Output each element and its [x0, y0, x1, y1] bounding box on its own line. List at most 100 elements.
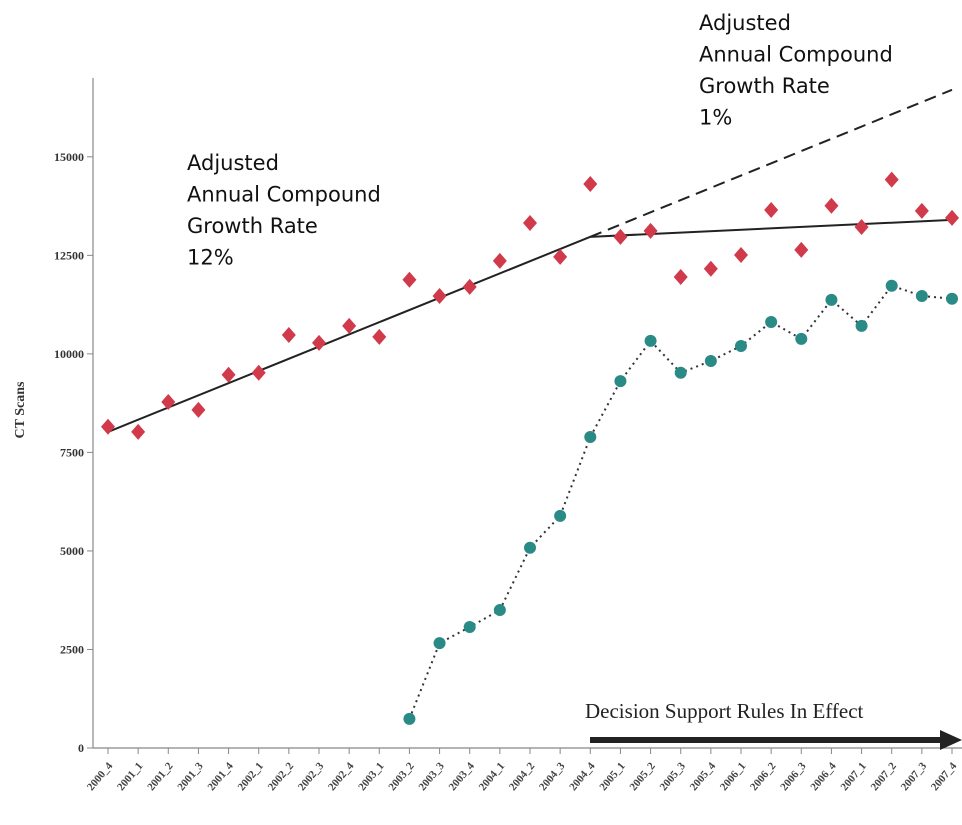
- y-axis-label: CT Scans: [13, 381, 28, 438]
- circle-point: [614, 375, 627, 388]
- diamond-point: [161, 393, 176, 410]
- annotation-line: Growth Rate: [699, 74, 830, 98]
- x-tick-label: 2004_2: [507, 760, 538, 793]
- diamond-point: [191, 401, 206, 418]
- x-tick-label: 2007_3: [899, 760, 930, 793]
- x-tick-label: 2004_1: [477, 760, 507, 793]
- x-tick-label: 2002_3: [296, 760, 327, 793]
- x-tick-label: 2005_4: [688, 760, 719, 793]
- x-tick-label: 2001_1: [115, 760, 145, 793]
- x-tick-label: 2003_4: [447, 760, 478, 793]
- diamond-point: [914, 202, 929, 219]
- x-tick-label: 2003_2: [386, 760, 417, 793]
- y-tick-label: 12500: [54, 248, 84, 262]
- x-tick-label: 2003_1: [356, 760, 386, 793]
- circle-point: [493, 604, 506, 617]
- x-tick-label: 2007_2: [869, 760, 900, 793]
- y-tick-label: 2500: [60, 642, 84, 656]
- diamond-point: [131, 423, 146, 440]
- diamond-point: [945, 209, 959, 226]
- annotation-line: Growth Rate: [187, 214, 318, 238]
- diamond-point: [372, 328, 387, 345]
- diamond-point: [824, 197, 839, 214]
- x-tick-label: 2006_3: [778, 760, 809, 793]
- diamond-point: [281, 326, 296, 343]
- diamond-point: [221, 366, 236, 383]
- circle-point: [795, 332, 808, 345]
- diamond-point: [402, 271, 417, 288]
- y-tick-label: 10000: [54, 347, 84, 361]
- circle-point: [915, 289, 928, 302]
- x-tick-label: 2003_3: [416, 760, 447, 793]
- annotation-line: Adjusted: [187, 151, 279, 175]
- circle-point: [735, 340, 747, 352]
- y-tick-label: 15000: [54, 150, 84, 164]
- circle-point: [403, 712, 416, 725]
- x-tick-label: 2002_4: [326, 760, 357, 793]
- diamond-point: [342, 317, 357, 334]
- circle-point: [644, 334, 657, 347]
- diamond-point: [734, 246, 748, 263]
- circle-point: [704, 354, 717, 367]
- x-tick-label: 2002_1: [236, 760, 266, 793]
- annotation-line: Annual Compound: [187, 183, 381, 207]
- y-tick-label: 0: [78, 741, 84, 755]
- diamond-point: [251, 364, 266, 381]
- diamond-point: [703, 260, 718, 277]
- circle-point: [946, 292, 958, 305]
- circle-point: [825, 293, 838, 306]
- x-tick-label: 2005_2: [627, 760, 658, 793]
- diamond-point: [553, 248, 568, 265]
- annotation-line: Annual Compound: [699, 43, 893, 67]
- circle-point: [584, 431, 597, 444]
- annotation-line: 1%: [699, 106, 732, 130]
- circle-point: [524, 541, 536, 554]
- x-tick-label: 2000_4: [85, 760, 116, 793]
- diamond-point: [492, 252, 507, 269]
- x-tick-label: 2007_4: [929, 760, 960, 793]
- circle-point: [765, 315, 778, 328]
- trend-line: [590, 218, 953, 238]
- diamond-point: [854, 218, 869, 235]
- circle-point: [674, 366, 687, 379]
- diamond-point: [583, 176, 598, 193]
- x-tick-label: 2005_3: [658, 760, 689, 793]
- diamond-point: [523, 215, 537, 232]
- x-tick-label: 2006_2: [748, 760, 779, 793]
- trend-line: [589, 88, 953, 238]
- trend-line: [107, 235, 591, 433]
- circle-point: [885, 279, 898, 292]
- x-tick-label: 2001_4: [205, 760, 236, 793]
- circle-point: [463, 621, 476, 634]
- diamond-point: [764, 202, 779, 219]
- diamond-point: [673, 269, 688, 286]
- diamond-point: [432, 287, 447, 304]
- x-tick-label: 2001_3: [175, 760, 206, 793]
- circle-point: [855, 319, 868, 332]
- y-tick-label: 7500: [60, 445, 84, 459]
- diamond-point: [312, 334, 326, 351]
- diamond-point: [884, 171, 899, 188]
- circle-point: [554, 509, 567, 522]
- circle-point: [433, 637, 446, 650]
- x-tick-label: 2004_4: [567, 760, 598, 793]
- diamond-point: [794, 241, 809, 258]
- annotation-line: 12%: [187, 246, 234, 270]
- arrow-head: [940, 730, 962, 750]
- x-tick-label: 2006_4: [808, 760, 839, 793]
- annotation-line: Adjusted: [699, 11, 791, 35]
- diamond-point: [643, 222, 658, 239]
- diamond-point: [101, 418, 115, 435]
- x-tick-label: 2007_1: [838, 760, 868, 793]
- x-tick-label: 2005_1: [597, 760, 627, 793]
- x-tick-label: 2006_1: [718, 760, 748, 793]
- y-tick-label: 5000: [60, 544, 84, 558]
- x-tick-label: 2001_2: [145, 760, 176, 793]
- diamond-point: [613, 228, 628, 245]
- x-tick-label: 2002_2: [266, 760, 297, 793]
- arrow-label: Decision Support Rules In Effect: [585, 699, 864, 723]
- series-line: [408, 284, 953, 720]
- x-tick-label: 2004_3: [537, 760, 568, 793]
- diamond-point: [462, 278, 477, 295]
